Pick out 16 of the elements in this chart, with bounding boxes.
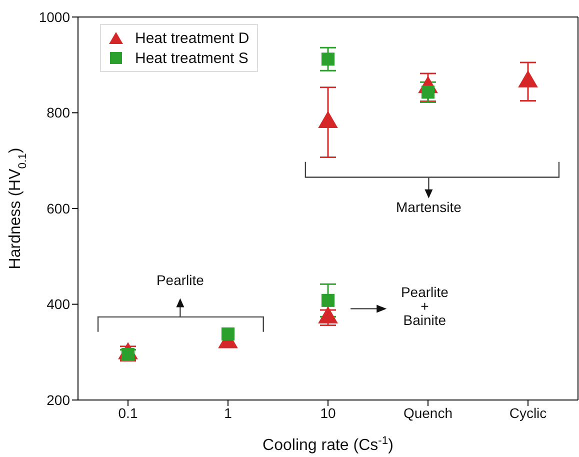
y-tick-label: 200 (46, 392, 70, 408)
y-tick-label: 600 (46, 200, 70, 216)
annotation: Martensite (396, 198, 462, 215)
annotation: Pearlite (156, 272, 204, 288)
legend-label: Heat treatment S (135, 50, 248, 66)
annotation: Pearlite + Bainite (400, 284, 449, 328)
x-tick-label: 0.1 (118, 404, 138, 421)
legend-label: Heat treatment D (135, 30, 250, 46)
x-tick-label: 1 (224, 404, 232, 421)
x-tick-label: Quench (403, 404, 453, 421)
y-tick-label: 1000 (38, 8, 70, 25)
x-axis-title: Cooling rate (Cs$^{-1}$) (262, 435, 394, 454)
y-tick-label: 400 (46, 296, 70, 312)
y-tick-label: 800 (46, 104, 70, 121)
x-tick-label: Cyclic (509, 404, 547, 421)
x-tick-label: 10 (320, 404, 336, 421)
